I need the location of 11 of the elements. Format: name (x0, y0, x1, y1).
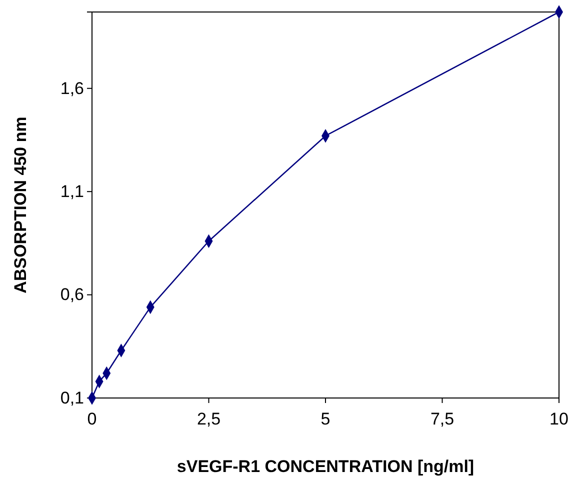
x-tick-label: 2,5 (196, 410, 221, 429)
x-tick-label: 7,5 (430, 410, 454, 429)
y-tick-label: 1,1 (60, 182, 84, 202)
x-tick-label: 0 (87, 410, 97, 429)
x-axis-title: sVEGF-R1 CONCENTRATION [ng/ml] (176, 457, 474, 476)
x-tick-label: 5 (320, 410, 330, 429)
x-tick-label: 10 (550, 410, 568, 429)
y-axis-title: ABSORPTION 450 nm (11, 116, 30, 294)
y-tick-label: 1,6 (60, 78, 84, 98)
y-tick-label: 0,1 (60, 388, 84, 408)
y-tick-label: 0,6 (60, 285, 84, 304)
